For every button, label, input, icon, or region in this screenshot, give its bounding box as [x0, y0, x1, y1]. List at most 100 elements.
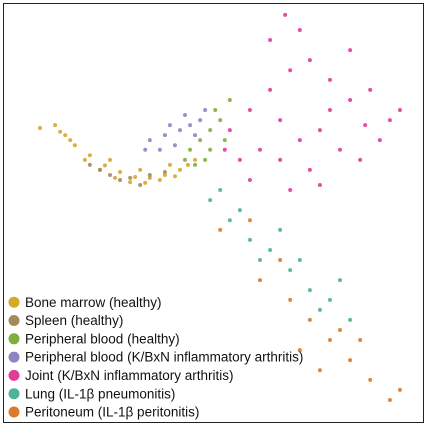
point [63, 133, 68, 138]
point [147, 172, 152, 177]
point [177, 128, 182, 133]
point [143, 180, 148, 185]
point [87, 153, 92, 158]
point [97, 167, 102, 172]
point [297, 258, 302, 263]
point [278, 157, 283, 162]
point [218, 227, 223, 232]
point [327, 338, 332, 343]
point [208, 128, 213, 133]
point [297, 138, 302, 143]
point [268, 247, 273, 252]
point [317, 128, 322, 133]
point [247, 218, 252, 223]
point [247, 108, 252, 113]
point [113, 175, 118, 180]
point [38, 126, 43, 131]
legend-marker [8, 333, 20, 345]
point [317, 183, 322, 188]
point [188, 147, 193, 152]
legend-marker [8, 351, 20, 363]
point [338, 147, 343, 152]
point [172, 174, 177, 179]
point [188, 123, 193, 128]
point [208, 147, 213, 152]
point [198, 138, 203, 143]
point [288, 297, 293, 302]
point [348, 97, 353, 102]
point [283, 12, 288, 17]
point [128, 180, 133, 185]
point [377, 138, 382, 143]
point [278, 227, 283, 232]
point [307, 167, 312, 172]
point [183, 113, 188, 118]
point [258, 258, 263, 263]
point [247, 177, 252, 182]
point [162, 133, 167, 138]
point [258, 147, 263, 152]
legend-marker [8, 388, 20, 400]
legend-marker [8, 369, 20, 381]
point [307, 58, 312, 63]
point [387, 118, 392, 123]
point [268, 38, 273, 43]
point [193, 133, 198, 138]
point [297, 27, 302, 32]
point [218, 188, 223, 193]
legend-marker [8, 296, 20, 308]
point [237, 157, 242, 162]
point [307, 317, 312, 322]
point [172, 143, 177, 148]
point [338, 278, 343, 283]
point [58, 129, 63, 134]
point [183, 157, 188, 162]
point [203, 108, 208, 113]
point [138, 183, 143, 188]
point [82, 157, 87, 162]
point [227, 128, 232, 133]
point [327, 297, 332, 302]
point [162, 170, 167, 175]
legend-label: Spleen (healthy) [25, 313, 123, 328]
point [222, 138, 227, 143]
point [68, 138, 73, 143]
point [118, 177, 123, 182]
point [218, 118, 223, 123]
point [227, 97, 232, 102]
point [288, 268, 293, 273]
point [387, 397, 392, 402]
point [177, 167, 182, 172]
point [368, 377, 373, 382]
legend-label: Peritoneum (IL-1β peritonitis) [25, 405, 199, 420]
point [162, 172, 167, 177]
point [193, 157, 198, 162]
legend-label: Joint (K/BxN inflammatory arthritis) [25, 368, 234, 383]
point [348, 48, 353, 53]
point [208, 198, 213, 203]
point [397, 387, 402, 392]
point [237, 208, 242, 213]
point [133, 175, 138, 180]
point [247, 237, 252, 242]
point [102, 163, 107, 168]
point [128, 175, 133, 180]
point [198, 118, 203, 123]
point [317, 368, 322, 373]
point [317, 307, 322, 312]
legend-marker [8, 315, 20, 326]
point [193, 162, 198, 167]
legend-label: Lung (IL-1β pneumonitis) [25, 386, 175, 401]
legend-label: Bone marrow (healthy) [25, 295, 162, 310]
point [307, 288, 312, 293]
point [288, 68, 293, 73]
point [368, 87, 373, 92]
point [108, 157, 113, 162]
point [363, 123, 368, 128]
point [358, 157, 363, 162]
point [227, 218, 232, 223]
point [143, 147, 148, 152]
point [167, 162, 172, 167]
point [147, 175, 152, 180]
